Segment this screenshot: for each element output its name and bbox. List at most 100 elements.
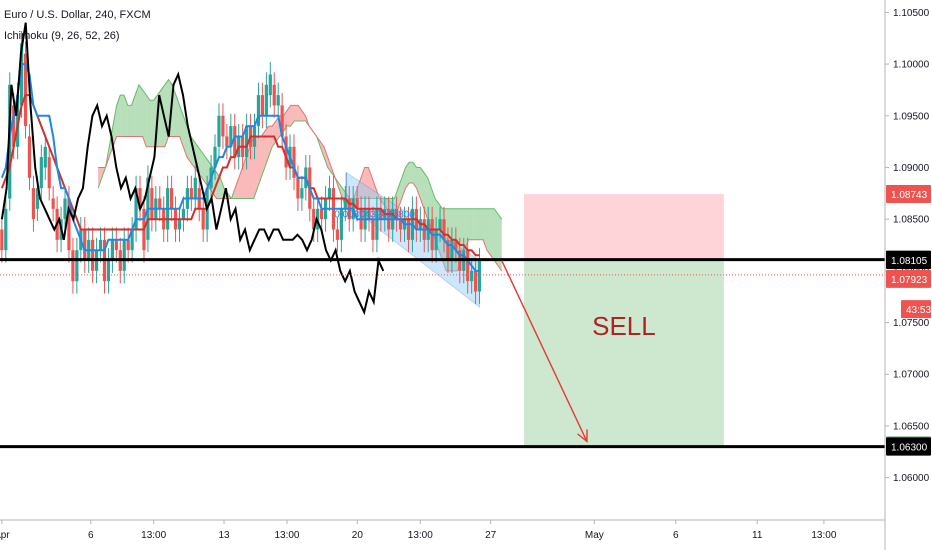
cloud-segment — [483, 208, 487, 251]
cloud-segment — [324, 146, 328, 168]
cloud-segment — [112, 105, 117, 147]
cloud-segment — [372, 177, 376, 199]
price-badge-bg — [886, 251, 931, 269]
candle-body — [276, 95, 280, 106]
take-profit-zone — [523, 259, 724, 446]
candle-body — [398, 219, 403, 230]
candle-body — [446, 239, 450, 261]
channel-value-label: 0.0080432445800 — [334, 210, 415, 221]
cloud-segment — [298, 105, 302, 121]
y-tick-label: 1.06500 — [893, 421, 930, 432]
cloud-segment — [498, 213, 502, 271]
candle-body — [158, 198, 162, 209]
candle-body — [355, 198, 359, 209]
candle-body — [312, 208, 316, 230]
candle-body — [434, 229, 438, 251]
candle-body — [300, 188, 304, 199]
cloud-segment — [175, 95, 180, 137]
cloud-segment — [420, 167, 424, 209]
position-zones — [523, 194, 724, 446]
cloud-segment — [357, 177, 362, 199]
candle-body — [233, 126, 237, 158]
candle-body — [134, 188, 138, 230]
candle-body — [170, 188, 174, 209]
sell-arrow-head — [577, 429, 588, 443]
candle-body — [31, 188, 36, 220]
candle-body — [106, 260, 111, 282]
cloud-segment — [486, 208, 491, 256]
candle-body — [367, 208, 371, 220]
candle-body — [296, 177, 300, 199]
candle-body — [75, 250, 79, 282]
x-tick-label: 13:00 — [274, 530, 299, 541]
indicator-legend[interactable]: Ichimoku (9, 26, 52, 26) — [4, 30, 120, 42]
y-tick-label: 1.07000 — [893, 370, 930, 381]
cloud-segment — [401, 167, 406, 199]
cloud-segment — [127, 105, 132, 137]
price-badge: 1.07923 — [886, 269, 931, 288]
candle-body — [150, 188, 154, 220]
candle-body — [193, 177, 197, 199]
senkou-span-b-line — [98, 104, 503, 272]
price-badge-label: 1.08743 — [891, 190, 928, 201]
candle-body — [126, 239, 130, 251]
cloud-segment — [472, 208, 476, 240]
x-tick-label: 13:00 — [811, 530, 836, 541]
candle-body — [51, 198, 55, 209]
cloud-segment — [405, 162, 410, 189]
cloud-segment — [294, 105, 299, 121]
x-tick-label: 11 — [752, 530, 763, 541]
candle-body — [229, 126, 233, 147]
tenkan-sen-line — [0, 63, 480, 272]
cloud-segment — [261, 131, 265, 178]
cloud-segment — [120, 95, 125, 137]
price-badge-label: 1.07923 — [891, 275, 928, 286]
candle-body — [256, 95, 261, 127]
x-tick-label: 13:00 — [141, 530, 166, 541]
cloud-segment — [183, 115, 187, 158]
candle-body — [19, 43, 24, 106]
candle-body — [181, 208, 186, 220]
candle-body — [12, 105, 16, 147]
candle-body — [406, 219, 411, 240]
x-tick-label: 20 — [352, 530, 364, 541]
chikou-span-line — [0, 22, 385, 316]
sell-label: SELL — [592, 311, 656, 341]
candle-body — [43, 146, 47, 168]
stop-loss-zone — [523, 194, 724, 260]
candle-body — [122, 239, 126, 271]
price-badge: 43:53 — [901, 300, 931, 319]
indicator-lines — [0, 22, 480, 316]
candle-body — [268, 74, 272, 96]
candle-body — [98, 239, 103, 251]
cloud-segment — [246, 146, 250, 199]
annotations: SELL 0.0080432445800 — [334, 210, 656, 443]
cloud-segment — [135, 84, 139, 137]
price-badge-bg — [886, 269, 931, 288]
cloud-segment — [242, 157, 247, 199]
price-badge-label: 43:53 — [906, 305, 931, 316]
candle-body — [466, 250, 470, 282]
candle-body — [339, 208, 343, 240]
candle-body — [91, 239, 95, 271]
candle-body — [83, 229, 87, 261]
cloud-segment — [201, 151, 206, 183]
candle-body — [454, 239, 458, 251]
candle-body — [221, 115, 225, 137]
cloud-segment — [479, 208, 484, 240]
cloud-segment — [149, 100, 154, 147]
cloud-segment — [475, 208, 480, 240]
x-tick-label: 6 — [673, 530, 679, 541]
x-tick-label: Apr — [0, 530, 10, 541]
price-badge: 1.06300 — [886, 437, 931, 456]
y-tick-label: 1.10000 — [893, 60, 930, 71]
candle-body — [35, 188, 39, 209]
candle-body — [67, 198, 71, 251]
cloud-segment — [198, 146, 202, 178]
cloud-segment — [286, 105, 291, 127]
cloud-segment — [146, 95, 150, 147]
x-tick-label: May — [585, 530, 604, 541]
price-badges: 1.087431.081091.081051.0792343:531.06309… — [886, 185, 931, 456]
